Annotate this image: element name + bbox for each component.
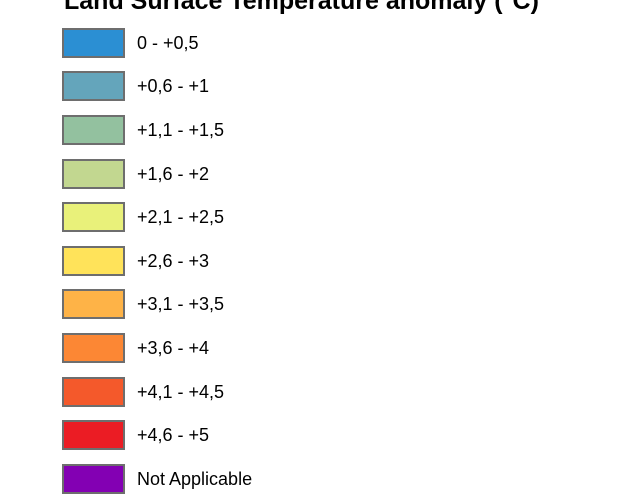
legend-item: +3,1 - +3,5 bbox=[62, 283, 252, 327]
legend-label: +2,1 - +2,5 bbox=[137, 207, 225, 228]
legend-item: +4,6 - +5 bbox=[62, 413, 252, 457]
legend-swatch bbox=[62, 27, 125, 58]
legend-label: +4,1 - +4,5 bbox=[137, 381, 225, 402]
legend-label: Not Applicable bbox=[137, 468, 253, 489]
legend-swatch bbox=[62, 245, 125, 276]
legend-label: +3,6 - +4 bbox=[137, 337, 210, 358]
legend-label: 0 - +0,5 bbox=[137, 32, 199, 53]
legend-swatch bbox=[62, 289, 125, 320]
legend-swatch bbox=[62, 71, 125, 102]
legend-title: Land Surface Temperature anomaly (°C) bbox=[64, 0, 539, 15]
legend-item: +2,6 - +3 bbox=[62, 239, 252, 283]
legend-swatch bbox=[62, 332, 125, 363]
legend-item: Not Applicable bbox=[62, 457, 252, 501]
legend-item: +1,1 - +1,5 bbox=[62, 108, 252, 152]
legend-swatch bbox=[62, 158, 125, 189]
legend-list: 0 - +0,5 +0,6 - +1 +1,1 - +1,5 +1,6 - +2 +2,… bbox=[62, 21, 252, 501]
legend-item: 0 - +0,5 bbox=[62, 21, 252, 65]
legend-item: +2,1 - +2,5 bbox=[62, 195, 252, 239]
legend-label: +1,6 - +2 bbox=[137, 163, 210, 184]
legend-item: +1,6 - +2 bbox=[62, 152, 252, 196]
legend-swatch bbox=[62, 463, 125, 494]
legend-item: +3,6 - +4 bbox=[62, 326, 252, 370]
legend-swatch bbox=[62, 376, 125, 407]
legend-label: +4,6 - +5 bbox=[137, 425, 210, 446]
legend-swatch bbox=[62, 420, 125, 451]
legend-label: +2,6 - +3 bbox=[137, 250, 210, 271]
legend-label: +1,1 - +1,5 bbox=[137, 119, 225, 140]
legend-item: +0,6 - +1 bbox=[62, 65, 252, 109]
legend-label: +0,6 - +1 bbox=[137, 76, 210, 97]
legend-item: +4,1 - +4,5 bbox=[62, 370, 252, 414]
legend-swatch bbox=[62, 114, 125, 145]
legend-swatch bbox=[62, 202, 125, 233]
legend-label: +3,1 - +3,5 bbox=[137, 294, 225, 315]
